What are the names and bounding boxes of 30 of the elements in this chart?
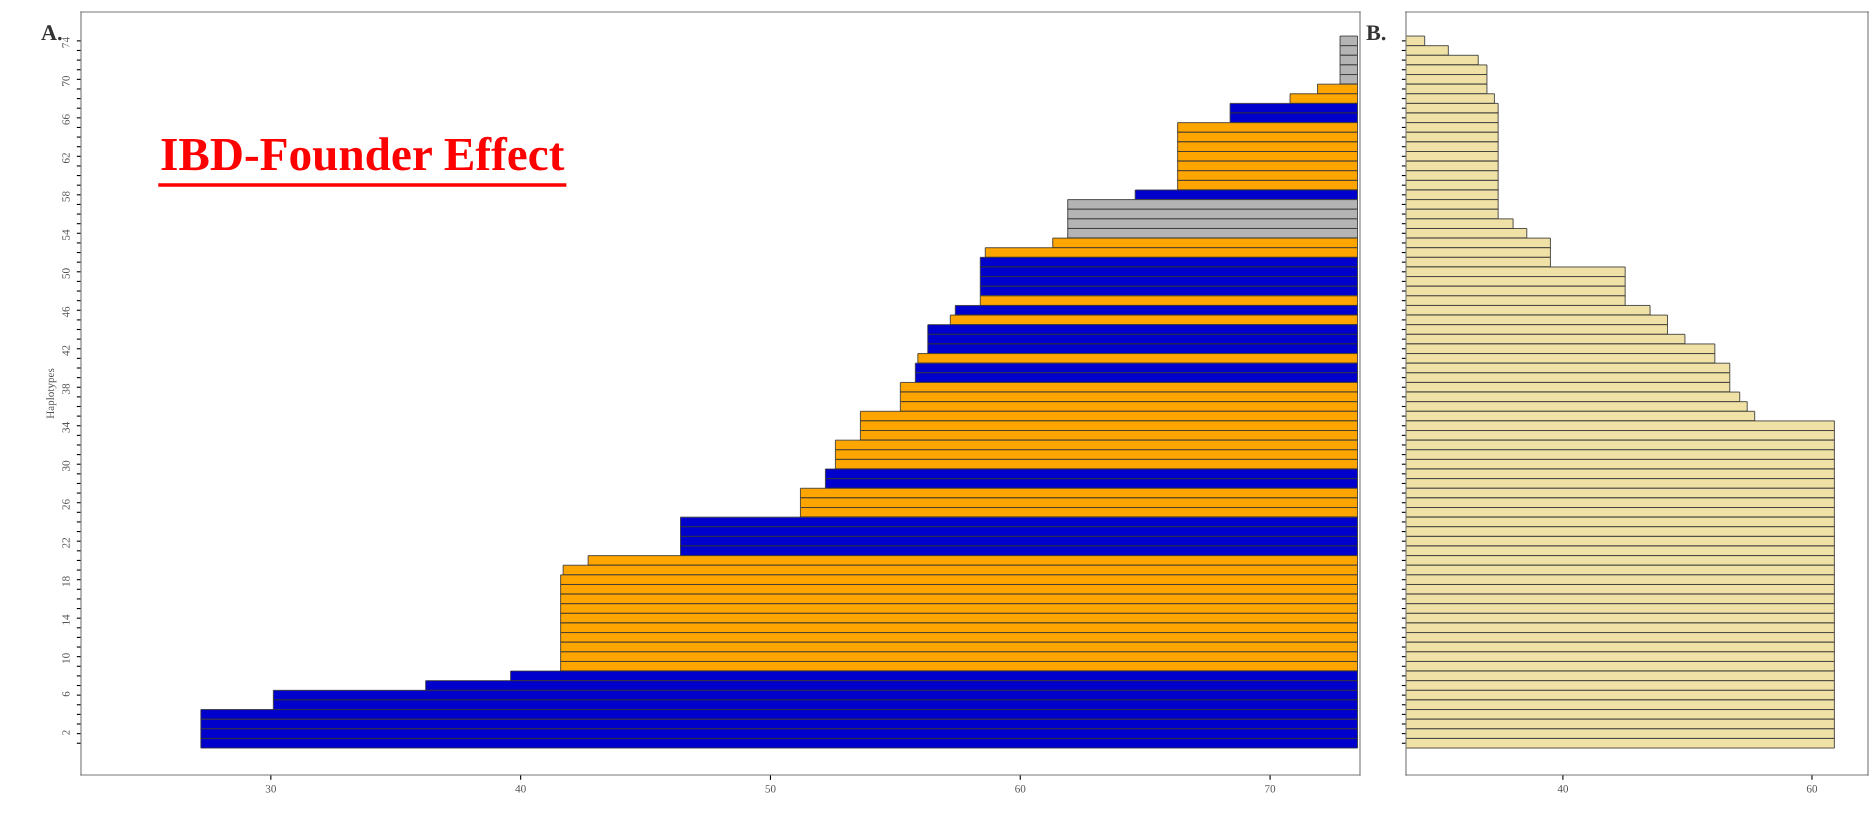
y-tick-label: 18: [62, 576, 70, 586]
y-tick-label: 26: [62, 499, 70, 510]
x-tick-label: 30: [265, 785, 276, 793]
y-tick-label: 66: [62, 114, 70, 125]
x-tick-label: 60: [1806, 785, 1818, 793]
y-tick-label: 58: [62, 191, 70, 202]
y-tick-label: 30: [62, 460, 70, 471]
y-tick-label: 74: [62, 37, 70, 48]
text: B.: [1366, 25, 1386, 41]
text: A.: [41, 25, 62, 41]
y-tick-label: 62: [62, 153, 70, 164]
y-tick-label: 22: [62, 537, 70, 548]
y-tick-label: 14: [62, 614, 70, 625]
y-tick-label: 34: [62, 422, 70, 433]
y-tick-label: 2: [62, 730, 70, 735]
y-tick-label: 38: [62, 383, 70, 394]
y-tick-label: 54: [62, 229, 70, 240]
y-tick-label: 70: [62, 75, 70, 86]
x-tick-label: 40: [1557, 785, 1569, 793]
y-tick-label: 42: [62, 345, 70, 356]
y-tick-label: 50: [62, 268, 70, 279]
y-tick-label: 46: [62, 306, 70, 318]
x-tick-label: 70: [1265, 785, 1276, 793]
annotation: IBD-Founder Effect: [161, 136, 565, 171]
x-tick-label: 60: [1015, 785, 1026, 793]
y-tick-label: 6: [62, 691, 70, 697]
y-axis-title: Haplotypes: [46, 368, 57, 419]
x-tick-label: 50: [765, 785, 776, 793]
x-tick-label: 40: [515, 785, 526, 793]
y-tick-label: 10: [62, 653, 70, 663]
